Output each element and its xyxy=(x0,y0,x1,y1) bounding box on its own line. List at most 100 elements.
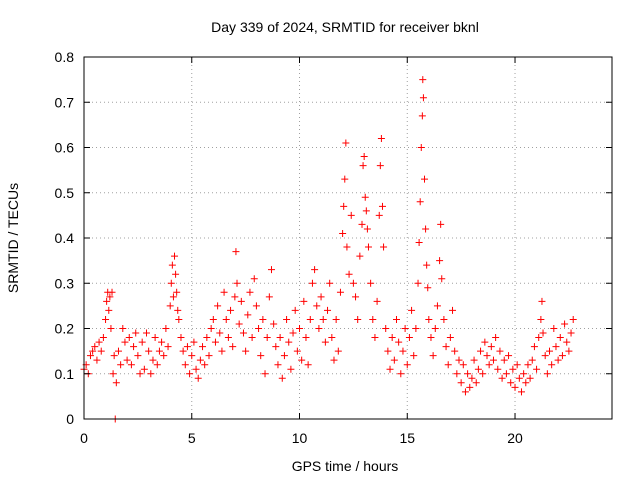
y-tick-label: 0.1 xyxy=(55,366,75,382)
data-point xyxy=(233,279,241,287)
y-axis-title: SRMTID / TECUs xyxy=(5,183,21,293)
data-point xyxy=(319,315,327,323)
data-point xyxy=(304,361,312,369)
data-point xyxy=(287,365,295,373)
data-point xyxy=(517,388,525,396)
data-point xyxy=(464,370,472,378)
data-point xyxy=(541,352,549,360)
data-point xyxy=(403,361,411,369)
data-point xyxy=(352,293,360,301)
data-point xyxy=(86,352,94,360)
data-point xyxy=(160,352,168,360)
x-tick-label: 20 xyxy=(507,430,523,446)
data-point xyxy=(522,379,530,387)
data-point xyxy=(108,288,116,296)
data-point xyxy=(485,361,493,369)
data-point xyxy=(207,325,215,332)
data-point xyxy=(364,243,372,251)
data-point xyxy=(291,306,299,314)
data-point xyxy=(106,293,114,301)
data-point xyxy=(229,343,237,351)
data-point xyxy=(227,306,235,314)
data-point xyxy=(423,261,431,269)
data-point xyxy=(242,347,250,355)
data-point xyxy=(418,112,426,120)
data-point xyxy=(293,347,301,355)
x-tick-label: 10 xyxy=(292,430,308,446)
data-point xyxy=(179,347,187,355)
data-point xyxy=(369,315,377,323)
data-point xyxy=(395,338,403,346)
data-point xyxy=(274,361,282,369)
data-point xyxy=(537,315,545,323)
data-point xyxy=(466,383,474,391)
data-point xyxy=(539,329,547,337)
data-point xyxy=(496,347,504,355)
data-point xyxy=(166,302,174,310)
data-point xyxy=(317,293,325,301)
data-point xyxy=(548,361,556,369)
data-point xyxy=(321,338,329,346)
data-point xyxy=(498,374,506,382)
data-point xyxy=(474,365,482,373)
data-point xyxy=(373,297,381,305)
data-point xyxy=(142,329,150,337)
data-point xyxy=(505,352,513,360)
x-tick-label: 0 xyxy=(80,430,88,446)
data-point xyxy=(153,361,161,369)
data-point xyxy=(341,175,349,183)
data-point xyxy=(453,370,461,378)
data-point xyxy=(168,261,176,269)
data-point xyxy=(140,365,148,373)
data-point xyxy=(102,315,110,323)
y-tick-label: 0.5 xyxy=(55,185,75,201)
grid xyxy=(84,57,612,419)
data-point xyxy=(181,361,189,369)
data-point xyxy=(494,365,502,373)
data-point xyxy=(349,279,357,287)
data-point xyxy=(526,374,534,382)
data-point xyxy=(392,315,400,323)
data-point xyxy=(569,315,577,323)
data-point xyxy=(433,302,441,310)
data-point xyxy=(324,306,332,314)
data-point xyxy=(382,325,390,332)
data-point xyxy=(173,288,181,296)
data-point xyxy=(311,266,319,274)
data-point xyxy=(162,325,170,332)
data-point xyxy=(446,334,454,342)
data-point xyxy=(437,220,445,228)
data-point xyxy=(119,325,127,332)
data-point xyxy=(201,361,209,369)
data-point xyxy=(218,347,226,355)
data-point xyxy=(298,356,306,364)
data-point xyxy=(138,338,146,346)
data-point xyxy=(263,334,271,342)
data-point xyxy=(145,347,153,355)
data-point xyxy=(339,229,347,237)
data-point xyxy=(334,347,342,355)
data-point xyxy=(347,211,355,219)
data-point xyxy=(424,284,432,292)
data-point xyxy=(481,338,489,346)
data-point xyxy=(89,347,97,355)
data-point xyxy=(533,365,541,373)
data-point xyxy=(342,139,350,147)
data-point xyxy=(183,343,191,351)
data-point xyxy=(267,266,275,274)
data-point xyxy=(550,325,558,332)
data-point xyxy=(172,270,180,278)
data-point xyxy=(313,302,321,310)
data-point xyxy=(511,383,519,391)
data-point xyxy=(134,352,142,360)
data-point xyxy=(167,279,175,287)
data-point xyxy=(359,162,367,170)
data-point xyxy=(442,343,450,351)
data-point xyxy=(419,94,427,102)
data-point xyxy=(259,315,267,323)
data-point xyxy=(561,320,569,328)
data-point xyxy=(136,370,144,378)
data-point xyxy=(457,379,465,387)
data-point xyxy=(278,374,286,382)
data-point xyxy=(93,356,101,364)
